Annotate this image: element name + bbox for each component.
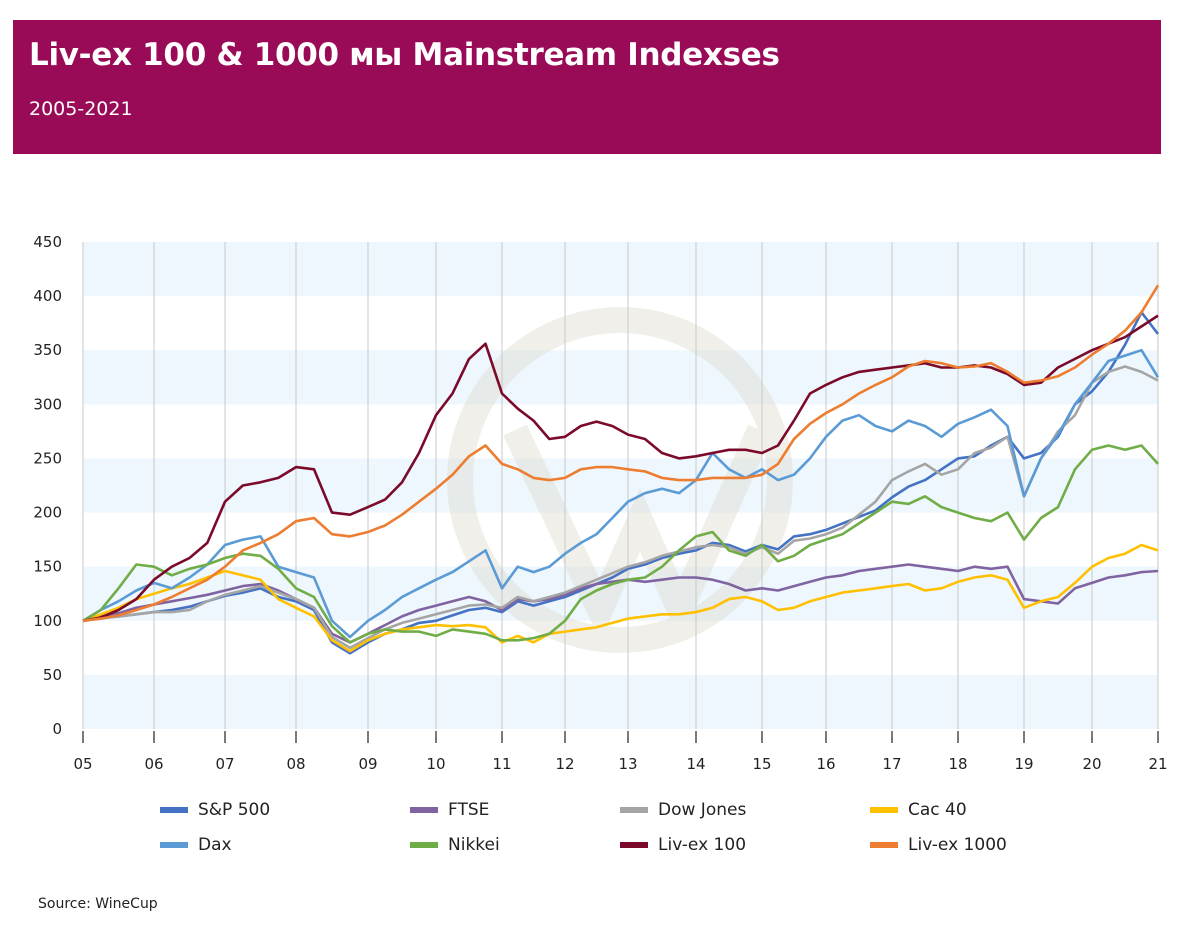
legend-swatch	[870, 842, 898, 848]
legend-label: S&P 500	[198, 800, 271, 820]
legend-swatch	[410, 807, 438, 813]
x-tick-label: 14	[686, 755, 705, 773]
legend-swatch	[160, 807, 188, 813]
x-tick-label: 21	[1148, 755, 1167, 773]
y-tick-label: 350	[33, 341, 62, 359]
legend-item-dow-jones: Dow Jones	[620, 800, 746, 820]
grid-band	[83, 674, 1158, 729]
x-tick-label: 19	[1014, 755, 1033, 773]
x-tick-label: 20	[1082, 755, 1101, 773]
grid-band	[83, 242, 1158, 297]
legend-item-cac-40: Cac 40	[870, 800, 967, 820]
legend-swatch	[620, 807, 648, 813]
legend-item-liv-ex-1000: Liv-ex 1000	[870, 835, 1007, 855]
y-tick-label: 100	[33, 612, 62, 630]
y-tick-label: 450	[33, 233, 62, 251]
legend-item-ftse: FTSE	[410, 800, 489, 820]
legend-label: Liv-ex 1000	[908, 835, 1007, 855]
x-axis: 05 06 07 08 09 10 11 12 13 14 15 16 17 18 19 20 21	[73, 731, 1168, 773]
legend-label: Dow Jones	[658, 800, 747, 820]
series-line-nikkei	[82, 444, 1159, 644]
x-tick-label: 11	[492, 755, 511, 773]
source-note: Source: WineCup	[38, 896, 158, 912]
grid-band	[83, 350, 1158, 405]
vertical-gridlines	[82, 242, 1159, 729]
chart-subtitle: 2005-2021	[29, 98, 133, 120]
legend-swatch	[410, 842, 438, 848]
x-tick-label: 15	[752, 755, 771, 773]
legend-swatch	[870, 807, 898, 813]
x-tick-label: 16	[816, 755, 835, 773]
x-tick-label: 17	[882, 755, 901, 773]
y-tick-label: 400	[33, 287, 62, 305]
legend-label: FTSE	[448, 800, 490, 820]
legend-item-s-p-500: S&P 500	[160, 800, 270, 820]
legend-label: Cac 40	[908, 800, 967, 820]
legend-label: Nikkei	[448, 835, 500, 855]
y-tick-label: 250	[33, 449, 62, 467]
x-tick-label: 09	[358, 755, 377, 773]
series-lines	[82, 284, 1160, 655]
y-tick-label: 150	[33, 558, 62, 576]
legend-label: Liv-ex 100	[658, 835, 747, 855]
series-line-liv-ex-1000	[82, 284, 1160, 623]
legend-item-dax: Dax	[160, 835, 232, 855]
y-tick-label: 50	[43, 666, 62, 684]
x-tick-label: 08	[286, 755, 305, 773]
y-tick-label: 300	[33, 395, 62, 413]
chart-title: Liv-ex 100 & 1000 мы Mainstream Indexses	[29, 37, 780, 73]
x-tick-label: 07	[215, 755, 234, 773]
legend-item-liv-ex-100: Liv-ex 100	[620, 835, 746, 855]
y-tick-label: 200	[33, 504, 62, 522]
x-tick-label: 10	[426, 755, 445, 773]
legend-item-nikkei: Nikkei	[410, 835, 500, 855]
series-line-cac-40	[82, 543, 1159, 653]
header-banner: Liv-ex 100 & 1000 мы Mainstream Indexses…	[13, 20, 1161, 154]
x-tick-label: 18	[948, 755, 967, 773]
x-tick-label: 06	[144, 755, 163, 773]
legend-swatch	[160, 842, 188, 848]
y-tick-label: 0	[52, 720, 62, 738]
y-axis-labels: 0 50 100 150 200 250 300 350 400 450	[33, 233, 62, 738]
legend-label: Dax	[198, 835, 232, 855]
x-tick-label: 13	[618, 755, 637, 773]
legend-swatch	[620, 842, 648, 848]
x-tick-label: 12	[555, 755, 574, 773]
x-tick-label: 05	[73, 755, 92, 773]
series-line-dow-jones	[82, 365, 1159, 650]
series-line-dax	[82, 348, 1160, 639]
